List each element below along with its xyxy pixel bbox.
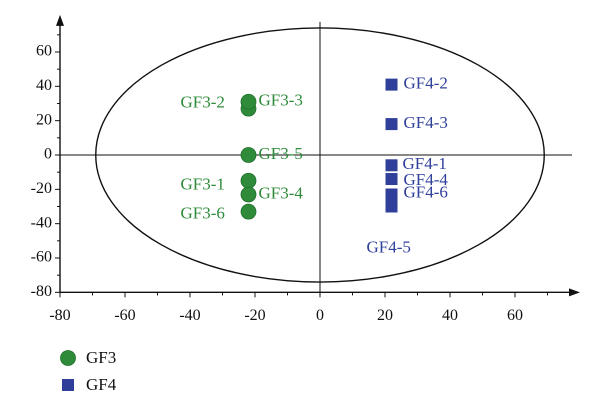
gf4-data-point	[385, 159, 398, 172]
legend-label: GF4	[86, 375, 117, 394]
y-axis-arrowhead	[56, 14, 64, 26]
x-axis-arrowhead	[569, 288, 580, 297]
gf4-data-point	[385, 118, 398, 131]
y-tick-label: -40	[31, 214, 52, 231]
data-point-label: GF3-3	[259, 91, 303, 110]
data-point-label: GF3-5	[259, 144, 303, 163]
gf3-data-point	[240, 186, 257, 203]
data-point-label: GF4-3	[404, 113, 448, 132]
x-tick-label: -60	[114, 307, 135, 324]
gf3-data-point	[240, 147, 257, 163]
data-point-label: GF3-2	[181, 93, 225, 112]
gf4-data-point	[385, 78, 398, 91]
x-tick-label: 60	[507, 307, 523, 324]
gf3-data-point	[240, 203, 257, 220]
data-point-label: GF3-1	[181, 175, 225, 194]
y-tick-label: -20	[31, 180, 52, 197]
data-point-label: GF4-2	[404, 74, 448, 93]
gf4-data-point	[385, 200, 398, 213]
gf3-data-point	[240, 172, 257, 189]
x-tick-label: -40	[179, 307, 200, 324]
y-tick-label: 20	[36, 111, 52, 128]
x-tick-label: 40	[442, 307, 458, 324]
x-tick-label: -80	[49, 307, 70, 324]
y-tick-label: -60	[31, 249, 52, 266]
gf4-data-point	[385, 173, 398, 186]
data-point-label: GF4-5	[367, 237, 411, 256]
y-tick-label: 0	[44, 146, 52, 163]
x-tick-label: 0	[316, 307, 324, 324]
y-tick-label: 40	[36, 77, 52, 94]
gf4-data-point	[385, 188, 398, 201]
data-point-label: GF4-4	[404, 170, 449, 189]
y-tick-label: 60	[36, 43, 52, 60]
data-point-label: GF3-4	[259, 183, 304, 202]
y-tick-label: -80	[31, 283, 52, 300]
gf3-data-point	[240, 93, 257, 110]
x-tick-label: 20	[377, 307, 393, 324]
data-point-label: GF4-6	[404, 182, 448, 201]
x-tick-label: -20	[244, 307, 265, 324]
legend-label: GF3	[86, 348, 116, 367]
legend-gf4-marker	[62, 379, 74, 391]
data-point-label: GF4-1	[403, 154, 447, 173]
confidence-ellipse	[95, 27, 545, 283]
legend-gf3-marker	[60, 350, 76, 366]
data-point-label: GF3-6	[181, 204, 225, 223]
